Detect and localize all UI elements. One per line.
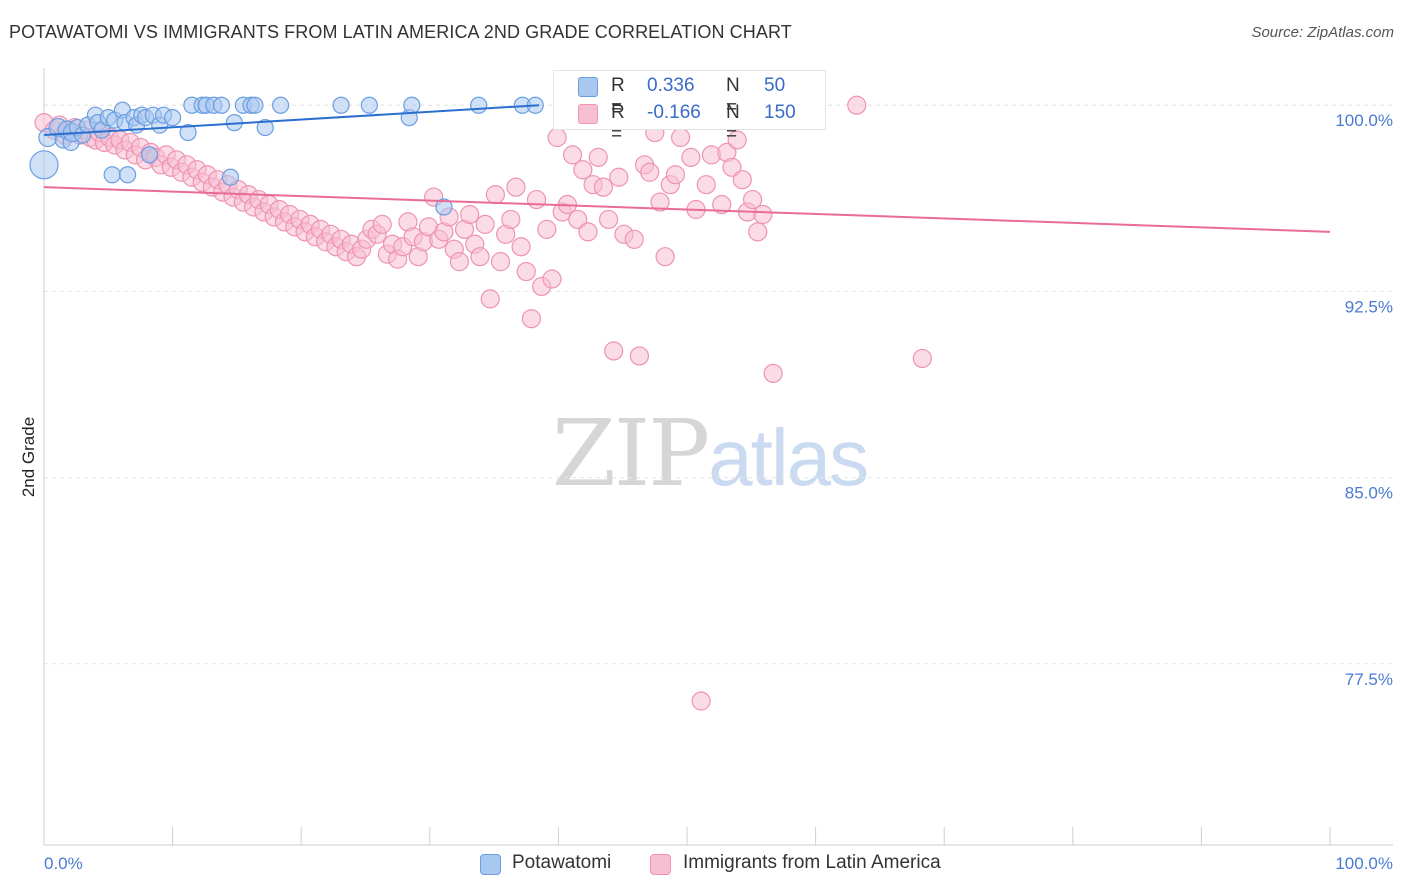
- latin-america-point: [516, 261, 536, 282]
- potawatomi-point: [179, 123, 197, 142]
- latin-america-point: [753, 204, 773, 225]
- x-ticks: [172, 827, 1331, 845]
- latin-america-point: [568, 209, 588, 230]
- latin-america-point: [460, 204, 480, 225]
- potawatomi-point: [140, 146, 159, 164]
- potawatomi-point: [212, 96, 231, 114]
- x-tick-label-max: 100.0%: [1335, 854, 1393, 873]
- legend-n-value: 50: [764, 75, 786, 96]
- latin-america-point: [490, 252, 511, 272]
- latin-america-points: [34, 95, 932, 711]
- latin-america-trend-line: [43, 186, 1331, 233]
- latin-america-point: [763, 363, 783, 383]
- latin-america-point: [650, 192, 670, 212]
- latin-america-point: [480, 289, 500, 309]
- latin-america-point: [609, 167, 629, 187]
- potawatomi-point: [118, 166, 137, 184]
- legend-n-label: N =: [726, 102, 740, 145]
- latin-america-point: [640, 162, 660, 182]
- potawatomi-point: [164, 109, 182, 127]
- latin-america-point: [485, 185, 505, 205]
- latin-america-point: [526, 189, 547, 210]
- axes: [43, 68, 1393, 846]
- latin-america-point: [578, 222, 598, 242]
- chart-source: Source: ZipAtlas.com: [1251, 24, 1394, 41]
- y-tick-labels: 100.0% 92.5% 85.0% 77.5%: [1335, 111, 1393, 689]
- legend-n-label: N =: [726, 75, 740, 118]
- latin-america-point: [696, 175, 716, 195]
- latin-america-point: [629, 346, 650, 366]
- potawatomi-points: [29, 96, 625, 216]
- potawatomi-point: [360, 96, 378, 114]
- latin-america-point: [598, 209, 619, 230]
- legend-r-value: -0.166: [647, 102, 701, 123]
- legend-r-value: 0.336: [647, 75, 695, 96]
- bottom-legend-label-latin: Immigrants from Latin America: [683, 852, 941, 873]
- bottom-legend-swatch-latin: [650, 854, 671, 875]
- potawatomi-point: [256, 118, 274, 137]
- latin-america-point: [732, 170, 752, 190]
- legend-swatch-latin: [578, 104, 598, 124]
- latin-america-point: [742, 189, 763, 210]
- potawatomi-point: [272, 96, 290, 114]
- watermark-atlas: atlas: [708, 413, 869, 502]
- potawatomi-point: [29, 150, 59, 180]
- latin-america-point: [727, 130, 747, 150]
- legend-swatch-potawatomi: [578, 77, 598, 97]
- y-axis-label: 2nd Grade: [19, 417, 38, 497]
- potawatomi-point: [403, 96, 421, 114]
- latin-america-point: [547, 127, 567, 148]
- y-tick-label: 92.5%: [1345, 297, 1393, 316]
- potawatomi-point: [332, 96, 350, 114]
- watermark: ZIPatlas: [552, 400, 869, 507]
- legend-r-label: R =: [611, 102, 625, 145]
- trend-lines: [43, 104, 1331, 233]
- latin-america-point: [691, 691, 711, 711]
- latin-america-point: [593, 177, 614, 197]
- latin-america-point: [748, 222, 768, 242]
- latin-america-point: [449, 252, 469, 272]
- correlation-legend: R = 0.336 N = 50 R = -0.166 N = 150: [553, 70, 826, 145]
- latin-america-point: [501, 209, 521, 230]
- potawatomi-point: [103, 166, 121, 184]
- latin-america-point: [665, 165, 686, 185]
- latin-america-point: [562, 145, 583, 165]
- latin-america-point: [624, 229, 644, 249]
- latin-america-point: [506, 177, 526, 197]
- latin-america-point: [521, 309, 541, 329]
- latin-america-point: [475, 214, 495, 234]
- latin-america-point: [573, 160, 593, 180]
- legend-r-label: R =: [611, 75, 625, 118]
- latin-america-point: [847, 95, 867, 115]
- watermark-zip: ZIP: [552, 400, 710, 507]
- legend-n-value: 150: [764, 102, 796, 123]
- latin-america-point: [912, 348, 932, 369]
- y-tick-label: 85.0%: [1345, 484, 1393, 503]
- latin-america-point: [670, 127, 691, 148]
- latin-america-point: [537, 219, 557, 239]
- latin-america-point: [655, 247, 675, 267]
- latin-america-point: [372, 214, 392, 234]
- bottom-legend-label-potawatomi: Potawatomi: [512, 852, 612, 873]
- potawatomi-point: [221, 168, 240, 186]
- potawatomi-trend-line: [43, 104, 540, 137]
- potawatomi-point: [435, 198, 453, 216]
- latin-america-point: [712, 194, 732, 215]
- latin-america-point: [470, 247, 490, 267]
- latin-america-point: [681, 147, 701, 167]
- latin-america-point: [542, 269, 562, 289]
- latin-america-point: [588, 147, 608, 167]
- potawatomi-point: [246, 96, 264, 114]
- potawatomi-point: [470, 96, 488, 114]
- latin-america-point: [511, 237, 531, 257]
- latin-america-point: [722, 157, 742, 177]
- y-tick-label: 100.0%: [1335, 111, 1393, 130]
- y-tick-label: 77.5%: [1345, 670, 1393, 689]
- x-tick-label-min: 0.0%: [44, 854, 83, 873]
- latin-america-point: [604, 341, 624, 361]
- bottom-legend-swatch-potawatomi: [480, 854, 501, 875]
- chart-title: POTAWATOMI VS IMMIGRANTS FROM LATIN AMER…: [9, 22, 792, 42]
